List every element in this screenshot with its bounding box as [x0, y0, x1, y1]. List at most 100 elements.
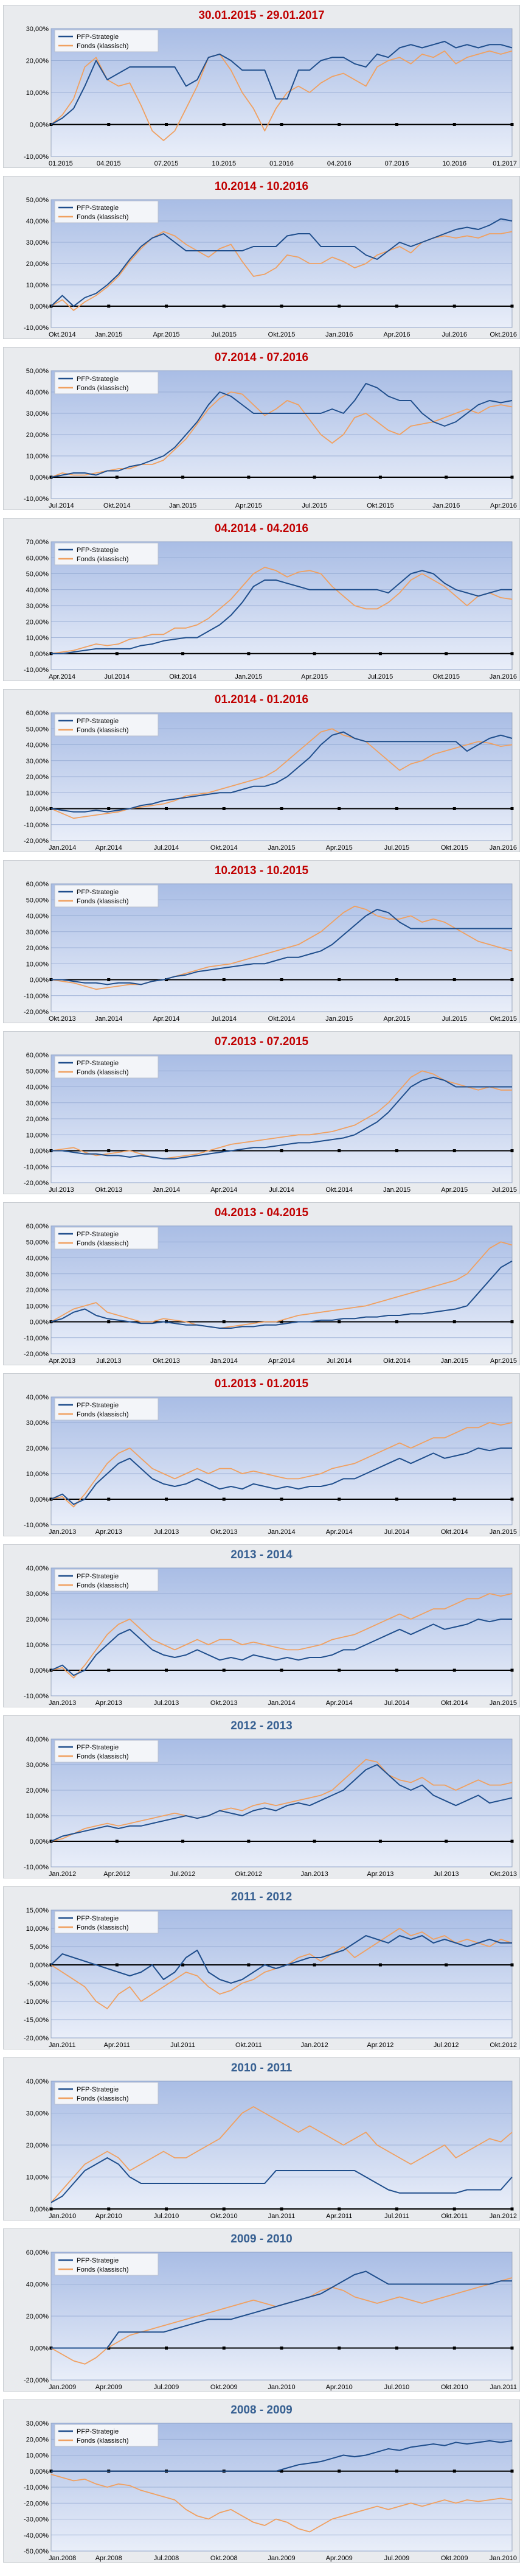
- x-tick-label: Apr.2013: [95, 1699, 122, 1707]
- y-tick-label: 60,00%: [26, 710, 49, 717]
- x-axis-marker: [510, 1497, 514, 1501]
- y-tick-label: 15,00%: [26, 1907, 49, 1914]
- y-tick-label: 40,00%: [26, 2078, 49, 2085]
- chart-panel: 2010 - 2011 40,00% 30,00% 20,00% 10,00% 0,00%…: [3, 2057, 520, 2221]
- x-axis-marker: [510, 807, 514, 810]
- x-tick-label: Apr.2011: [326, 2213, 352, 2220]
- x-axis-marker: [338, 2347, 341, 2350]
- x-axis-marker: [395, 1320, 398, 1323]
- chart-svg: 30,00% 20,00% 10,00% 0,00% -10,00% -20,00% -30…: [24, 2420, 517, 2562]
- y-tick-label: 10,00%: [26, 1813, 49, 1820]
- x-tick-label: Jul.2016: [442, 331, 467, 338]
- x-tick-label: Jul.2009: [384, 2555, 410, 2562]
- series-line-strategy: [51, 570, 512, 654]
- x-tick-label: Jan.2013: [49, 1699, 76, 1707]
- chart-svg: 60,00% 50,00% 40,00% 30,00% 20,00% 10,00% 0,00…: [24, 881, 517, 1023]
- x-tick-label: Apr.2013: [95, 1528, 122, 1536]
- x-axis-marker: [165, 1149, 168, 1152]
- series-line-strategy: [51, 2440, 513, 2472]
- chart-panel: 2009 - 2010 60,00% 40,00% 20,00% 0,00% -20,00…: [3, 2228, 520, 2392]
- y-tick-label: -10,00%: [24, 1693, 49, 1700]
- y-tick-label: 50,00%: [26, 1068, 49, 1075]
- x-axis-marker: [280, 304, 283, 308]
- x-tick-label: Apr.2009: [95, 2384, 122, 2391]
- chart-title: 01.2014 - 01.2016: [214, 693, 309, 706]
- series-line-strategy: [50, 731, 513, 813]
- y-tick-label: 0,00%: [30, 806, 49, 813]
- chart-title: 04.2014 - 04.2016: [214, 522, 309, 535]
- x-tick-label: Jul.2010: [384, 2384, 410, 2391]
- y-tick-label: 10,00%: [26, 961, 49, 968]
- chart-title: 2009 - 2010: [230, 2233, 293, 2245]
- x-tick-label: Jul.2013: [96, 1357, 122, 1365]
- chart-panel: 2008 - 2009 30,00% 20,00% 10,00% 0,00% -10,00…: [3, 2399, 520, 2563]
- x-tick-label: Apr.2012: [103, 1871, 130, 1878]
- x-tick-label: Okt.2009: [441, 2555, 468, 2562]
- y-tick-label: 40,00%: [26, 1736, 49, 1743]
- x-tick-label: Okt.2014: [325, 1186, 353, 1194]
- x-axis-marker: [510, 1668, 514, 1672]
- x-axis-marker: [107, 978, 111, 981]
- x-tick-label: Jul.2013: [154, 1699, 179, 1707]
- x-tick-label: Apr.2016: [490, 502, 517, 509]
- x-tick-label: Jul.2008: [154, 2555, 179, 2562]
- y-tick-label: 30,00%: [26, 26, 49, 33]
- y-tick-label: 40,00%: [26, 1394, 49, 1401]
- x-tick-label: Okt.2010: [210, 2213, 238, 2220]
- x-tick-label: Apr.2015: [326, 844, 353, 852]
- x-axis-marker: [107, 2347, 111, 2350]
- x-tick-label: Apr.2015: [490, 1357, 517, 1365]
- x-tick-label: 10.2016: [442, 160, 466, 167]
- chart-title: 2013 - 2014: [230, 1549, 293, 1561]
- y-tick-label: 0,00%: [30, 2345, 49, 2353]
- x-tick-label: Okt.2015: [432, 673, 460, 681]
- x-axis-marker: [510, 1320, 514, 1323]
- x-tick-label: Okt.2014: [49, 331, 76, 338]
- x-tick-label: Okt.2014: [169, 673, 196, 681]
- y-tick-label: -30,00%: [24, 2516, 49, 2524]
- series-line-strategy: [50, 383, 513, 478]
- chart-panel: 10.2013 - 10.2015 60,00% 50,00% 40,00% 30,00…: [3, 860, 520, 1023]
- x-tick-label: Jan.2016: [325, 331, 353, 338]
- y-tick-label: 60,00%: [26, 1052, 49, 1059]
- x-tick-label: Okt.2014: [441, 1528, 468, 1536]
- x-tick-label: Jan.2015: [235, 673, 262, 681]
- x-tick-label: Okt.2011: [235, 2042, 262, 2049]
- chart-svg: 15,00% 10,00% 5,00% 0,00% -5,00% -10,00% -15,0…: [24, 1907, 517, 2049]
- y-tick-label: -20,00%: [24, 2377, 49, 2384]
- x-tick-label: Jul.2015: [368, 673, 393, 681]
- series-line-fund: [50, 1070, 512, 1160]
- x-tick-label: Apr.2015: [383, 1015, 410, 1023]
- y-tick-label: 0,00%: [30, 1496, 49, 1503]
- x-tick-label: Okt.2016: [490, 331, 517, 338]
- series-line-strategy: [50, 1935, 512, 1984]
- x-tick-label: Jul.2015: [302, 502, 327, 509]
- x-tick-label: Jan.2016: [490, 673, 517, 681]
- y-tick-label: 40,00%: [26, 913, 49, 920]
- x-axis-marker: [338, 2207, 341, 2211]
- y-tick-label: 10,00%: [26, 1925, 49, 1933]
- legend-label-fund: Fonds (klassisch): [77, 1411, 129, 1418]
- x-tick-label: Jan.2015: [383, 1186, 410, 1194]
- x-axis-marker: [395, 123, 398, 126]
- x-axis-marker: [165, 2347, 168, 2350]
- x-axis-marker: [395, 1668, 398, 1672]
- x-axis-marker: [181, 475, 185, 479]
- legend-label-fund: Fonds (klassisch): [77, 1582, 129, 1589]
- x-axis-marker: [510, 475, 514, 479]
- y-tick-label: 30,00%: [26, 758, 49, 765]
- x-axis-marker: [165, 123, 168, 126]
- series-line-fund: [50, 1422, 513, 1508]
- x-axis-marker: [510, 2207, 514, 2211]
- x-tick-label: Okt.2012: [235, 1871, 263, 1878]
- chart-panel: 2012 - 2013 40,00% 30,00% 20,00% 10,00% 0,00%…: [3, 1715, 520, 1878]
- chart-svg: 40,00%30,00%20,00%10,00%0,00%-10,00%Jan.…: [24, 1736, 517, 1878]
- legend-label-strategy: PFP-Strategie: [77, 1231, 119, 1238]
- x-axis-marker: [445, 1963, 448, 1967]
- x-axis-marker: [395, 807, 398, 810]
- x-axis-marker: [280, 2469, 283, 2473]
- x-axis-marker: [338, 1497, 341, 1501]
- x-axis-marker: [338, 123, 341, 126]
- y-tick-label: 0,00%: [30, 122, 49, 129]
- x-tick-label: Okt.2013: [95, 1186, 122, 1194]
